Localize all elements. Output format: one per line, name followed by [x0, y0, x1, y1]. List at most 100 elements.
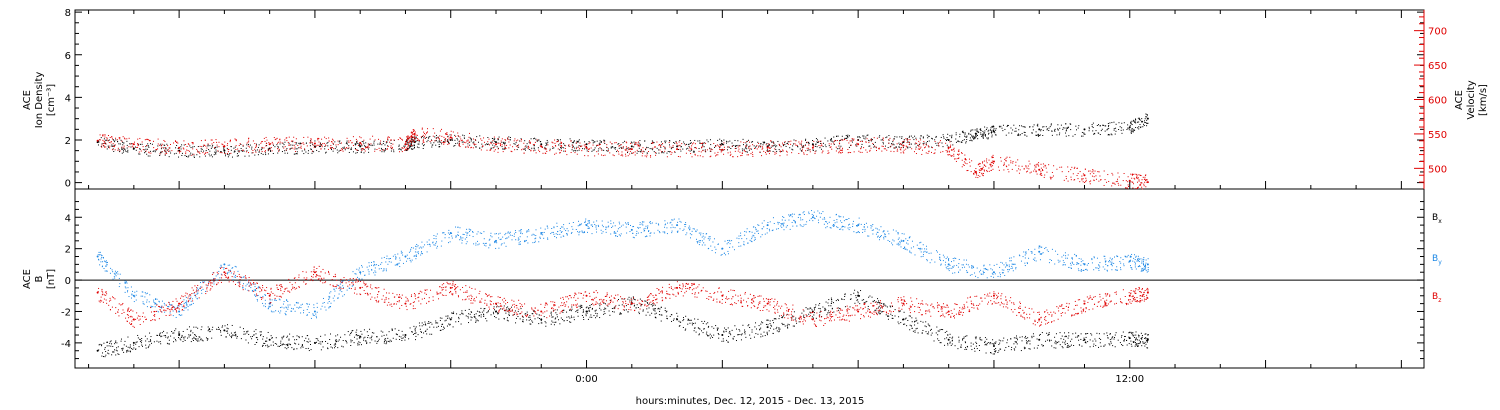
scatter-dot — [317, 338, 319, 340]
scatter-dot — [865, 301, 867, 303]
scatter-dot — [243, 333, 245, 335]
scatter-dot — [1110, 342, 1112, 344]
scatter-dot — [292, 144, 294, 146]
scatter-dot — [878, 148, 880, 150]
legend-bx: Bx — [1432, 213, 1442, 225]
scatter-dot — [185, 151, 187, 153]
scatter-dot — [166, 149, 168, 151]
scatter-dot — [651, 305, 653, 307]
scatter-dot — [1042, 345, 1044, 347]
scatter-dot — [961, 131, 963, 133]
scatter-dot — [797, 146, 799, 148]
scatter-dot — [869, 150, 871, 152]
scatter-dot — [480, 149, 482, 151]
scatter-dot — [467, 145, 469, 147]
scatter-dot — [422, 135, 424, 137]
scatter-dot — [702, 143, 704, 145]
scatter-dot — [691, 324, 693, 326]
scatter-dot — [607, 150, 609, 152]
scatter-dot — [1029, 163, 1031, 165]
scatter-dot — [1089, 183, 1091, 185]
scatter-dot — [159, 332, 161, 334]
scatter-dot — [586, 312, 588, 314]
scatter-dot — [484, 144, 486, 146]
scatter-dot — [1068, 171, 1070, 173]
scatter-dot — [438, 140, 440, 142]
scatter-dot — [1135, 177, 1137, 179]
scatter-dot — [215, 139, 217, 141]
scatter-dot — [441, 141, 443, 143]
scatter-dot — [98, 349, 100, 351]
scatter-dot — [141, 141, 143, 143]
scatter-dot — [978, 169, 980, 171]
scatter-dot — [339, 140, 341, 142]
scatter-dot — [1089, 170, 1091, 172]
scatter-dot — [529, 141, 531, 143]
scatter-dot — [867, 305, 869, 307]
scatter-dot — [882, 141, 884, 143]
scatter-dot — [167, 343, 169, 345]
scatter-dot — [660, 141, 662, 143]
scatter-dot — [947, 150, 949, 152]
scatter-dot — [762, 335, 764, 337]
scatter-dot — [967, 169, 969, 171]
scatter-dot — [526, 319, 528, 321]
scatter-dot — [146, 153, 148, 155]
scatter-dot — [540, 141, 542, 143]
scatter-dot — [120, 139, 122, 141]
scatter-dot — [193, 155, 195, 157]
scatter-dot — [379, 142, 381, 144]
scatter-dot — [408, 148, 410, 150]
scatter-dot — [220, 334, 222, 336]
scatter-dot — [1130, 129, 1132, 131]
scatter-dot — [117, 141, 119, 143]
scatter-dot — [682, 326, 684, 328]
scatter-dot — [132, 348, 134, 350]
scatter-dot — [953, 153, 955, 155]
scatter-dot — [513, 143, 515, 145]
scatter-dot — [99, 343, 101, 345]
scatter-dot — [659, 145, 661, 147]
top-right-ylabel-line3: [km/s] — [1478, 84, 1489, 116]
scatter-dot — [476, 319, 478, 321]
scatter-dot — [694, 327, 696, 329]
scatter-dot — [333, 344, 335, 346]
scatter-dot — [439, 329, 441, 331]
scatter-dot — [203, 153, 205, 155]
scatter-dot — [434, 132, 436, 134]
scatter-dot — [178, 337, 180, 339]
scatter-dot — [563, 320, 565, 322]
scatter-dot — [348, 140, 350, 142]
scatter-dot — [201, 326, 203, 328]
scatter-dot — [184, 155, 186, 157]
scatter-dot — [469, 137, 471, 139]
scatter-dot — [630, 141, 632, 143]
scatter-dot — [931, 332, 933, 334]
scatter-dot — [1146, 181, 1148, 183]
scatter-dot — [562, 309, 564, 311]
scatter-dot — [266, 145, 268, 147]
scatter-dot — [561, 145, 563, 147]
scatter-dot — [846, 139, 848, 141]
scatter-dot — [260, 142, 262, 144]
scatter-dot — [749, 148, 751, 150]
scatter-dot — [625, 149, 627, 151]
scatter-dot — [877, 301, 879, 303]
scatter-dot — [980, 132, 982, 134]
scatter-dot — [950, 344, 952, 346]
scatter-dot — [1066, 127, 1068, 129]
scatter-dot — [517, 316, 519, 318]
scatter-dot — [1119, 126, 1121, 128]
scatter-dot — [872, 301, 874, 303]
scatter-dot — [277, 152, 279, 154]
scatter-dot — [369, 328, 371, 330]
scatter-dot — [1097, 132, 1099, 134]
scatter-dot — [732, 144, 734, 146]
scatter-dot — [1040, 174, 1042, 176]
scatter-dot — [294, 141, 296, 143]
scatter-dot — [746, 144, 748, 146]
scatter-dot — [731, 329, 733, 331]
scatter-dot — [360, 330, 362, 332]
scatter-dot — [332, 143, 334, 145]
scatter-dot — [245, 151, 247, 153]
